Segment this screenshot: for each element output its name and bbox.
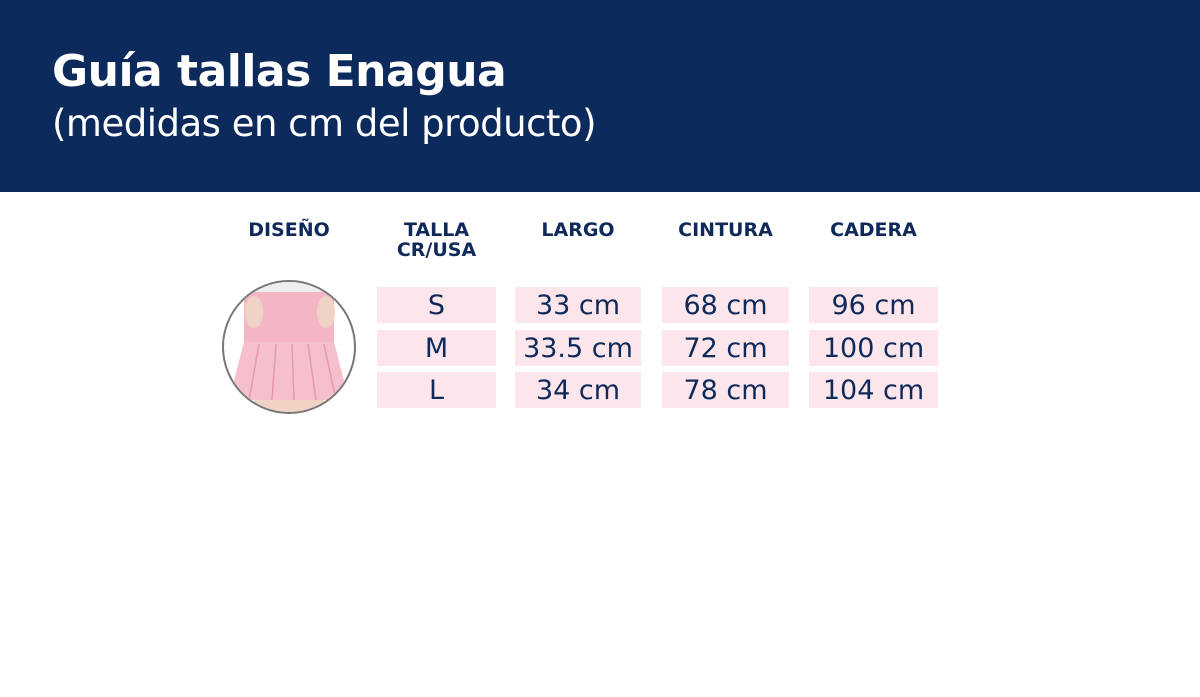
page-subtitle: (medidas en cm del producto) [52,102,597,145]
cintura-cell: 72 cm [662,330,789,366]
cintura-cell: 78 cm [662,372,789,408]
talla-cell: S [377,287,496,323]
skirt-product-image [222,280,356,414]
header-cintura: CINTURA [678,219,773,241]
header-talla: TALLA CR/USA [396,219,477,261]
header-diseno: DISEÑO [248,219,330,241]
cintura-cell: 68 cm [662,287,789,323]
talla-cell: M [377,330,496,366]
cadera-cell: 100 cm [809,330,938,366]
cadera-cell: 96 cm [809,287,938,323]
cadera-cell: 104 cm [809,372,938,408]
talla-cell: L [377,372,496,408]
largo-cell: 34 cm [515,372,641,408]
largo-cell: 33 cm [515,287,641,323]
header-cadera: CADERA [830,219,917,241]
largo-cell: 33.5 cm [515,330,641,366]
header-largo: LARGO [541,219,615,241]
page-title: Guía tallas Enagua [52,46,507,97]
header-banner: Guía tallas Enagua (medidas en cm del pr… [0,0,1200,192]
